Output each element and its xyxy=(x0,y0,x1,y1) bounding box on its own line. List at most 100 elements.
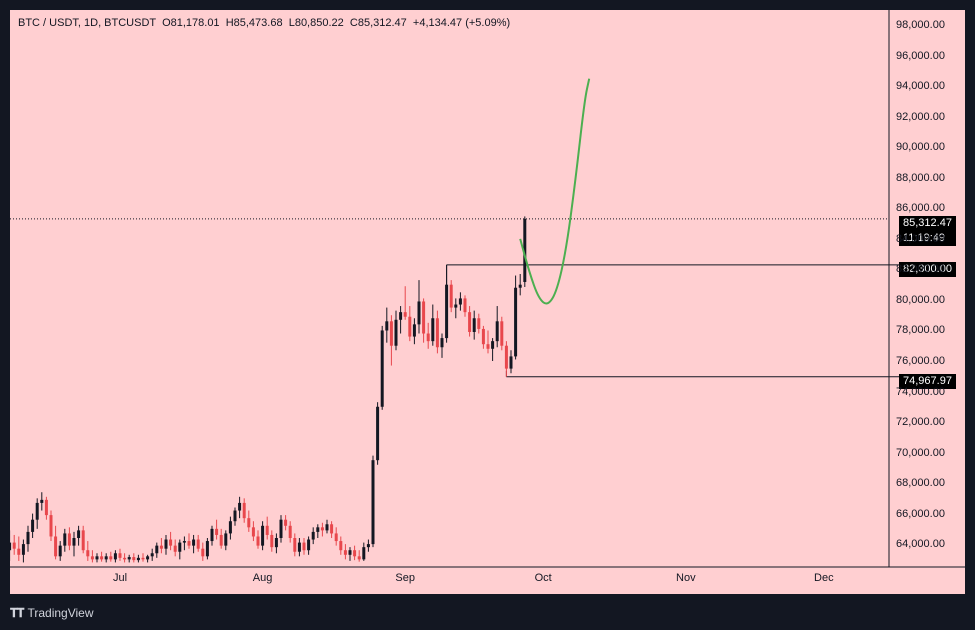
candle-body xyxy=(408,316,412,337)
y-tick-label: 70,000.00 xyxy=(896,446,945,459)
current-price-value: 85,312.47 xyxy=(903,217,952,229)
candle-body xyxy=(40,499,44,503)
footer: 𝐓𝐓 TradingView xyxy=(10,603,94,623)
candle-body xyxy=(187,541,191,546)
x-tick-label: Dec xyxy=(814,572,834,584)
candle-body xyxy=(339,541,343,551)
candle-body xyxy=(297,542,301,552)
candle-body xyxy=(334,533,338,542)
candle-body xyxy=(150,553,154,557)
candle-body xyxy=(274,538,278,548)
candle-body xyxy=(35,502,39,520)
y-tick-label: 94,000.00 xyxy=(896,80,945,93)
candle-body xyxy=(95,556,99,560)
candle-body xyxy=(288,525,292,539)
candle-body xyxy=(228,521,232,534)
open-value: O81,178.01 xyxy=(162,17,220,29)
candle-body xyxy=(90,556,94,560)
candle-body xyxy=(330,524,334,534)
candle-body xyxy=(21,544,25,555)
candle-body xyxy=(159,545,163,549)
candle-body xyxy=(141,557,145,560)
candle-body xyxy=(468,312,472,332)
candle-body xyxy=(325,524,329,531)
y-tick-label: 64,000.00 xyxy=(896,538,945,551)
candle-body xyxy=(169,539,173,546)
candle-body xyxy=(81,530,85,551)
candle-body xyxy=(72,538,76,546)
y-tick-label: 88,000.00 xyxy=(896,171,945,184)
candle-body xyxy=(63,533,67,546)
candle-body xyxy=(49,515,53,537)
candle-body xyxy=(77,530,81,539)
candle-body xyxy=(380,330,384,407)
candle-body xyxy=(17,548,21,555)
candle-body xyxy=(495,321,499,342)
resistance-price-value: 82,300.00 xyxy=(903,263,952,275)
candle-body xyxy=(12,542,16,549)
candle-body xyxy=(362,547,366,560)
candle-body xyxy=(523,218,527,282)
current-price-tag: 85,312.47 11:19:49 xyxy=(899,216,956,246)
candle-body xyxy=(242,502,246,519)
candle-body xyxy=(417,301,421,325)
candle-body xyxy=(353,550,357,557)
candle-body xyxy=(518,284,522,288)
price-chart[interactable] xyxy=(10,10,965,594)
candle-body xyxy=(67,533,71,546)
candle-body xyxy=(31,519,35,532)
y-tick-label: 76,000.00 xyxy=(896,354,945,367)
candle-body xyxy=(205,541,209,557)
candle-body xyxy=(224,533,228,546)
candle-body xyxy=(201,548,205,557)
support-price-tag: 74,967.97 xyxy=(899,374,956,389)
candle-body xyxy=(477,318,481,329)
y-tick-label: 90,000.00 xyxy=(896,141,945,154)
candle-body xyxy=(343,550,347,555)
candle-body xyxy=(463,298,467,313)
candle-body xyxy=(389,321,393,346)
tradingview-logo-icon: 𝐓𝐓 xyxy=(10,605,25,620)
y-tick-label: 66,000.00 xyxy=(896,507,945,520)
candle-body xyxy=(284,519,288,526)
candle-body xyxy=(261,525,265,546)
candle-body xyxy=(371,460,375,545)
candle-body xyxy=(270,534,274,548)
candle-body xyxy=(279,519,283,539)
candle-body xyxy=(504,345,508,369)
y-tick-label: 80,000.00 xyxy=(896,293,945,306)
resistance-price-tag: 82,300.00 xyxy=(899,262,956,277)
candle-body xyxy=(500,321,504,346)
candle-body xyxy=(316,527,320,532)
close-value: C85,312.47 xyxy=(349,17,407,29)
candle-body xyxy=(458,298,462,305)
candle-body xyxy=(155,545,159,554)
candle-body xyxy=(348,550,352,555)
candle-body xyxy=(164,539,168,549)
candle-body xyxy=(472,318,476,332)
candle-body xyxy=(123,557,127,560)
candle-body xyxy=(454,304,458,308)
candle-body xyxy=(256,536,260,546)
x-tick-label: Nov xyxy=(676,572,696,584)
candle-body xyxy=(238,502,242,511)
candle-body xyxy=(481,328,485,345)
candle-body xyxy=(210,528,214,542)
candle-body xyxy=(385,321,389,331)
candle-body xyxy=(178,542,182,552)
candle-body xyxy=(265,525,269,535)
x-tick-label: Sep xyxy=(395,572,415,584)
brand-name: TradingView xyxy=(27,606,94,620)
candle-body xyxy=(127,557,131,560)
candle-body xyxy=(426,333,430,342)
candle-body xyxy=(293,538,297,552)
candle-body xyxy=(509,356,513,369)
candle-body xyxy=(394,319,398,346)
candle-body xyxy=(307,539,311,551)
candle-body xyxy=(435,318,439,348)
candle-body xyxy=(132,557,136,561)
candle-body xyxy=(54,536,58,557)
candle-body xyxy=(311,531,315,540)
candle-body xyxy=(109,556,113,560)
candle-body xyxy=(113,553,117,560)
